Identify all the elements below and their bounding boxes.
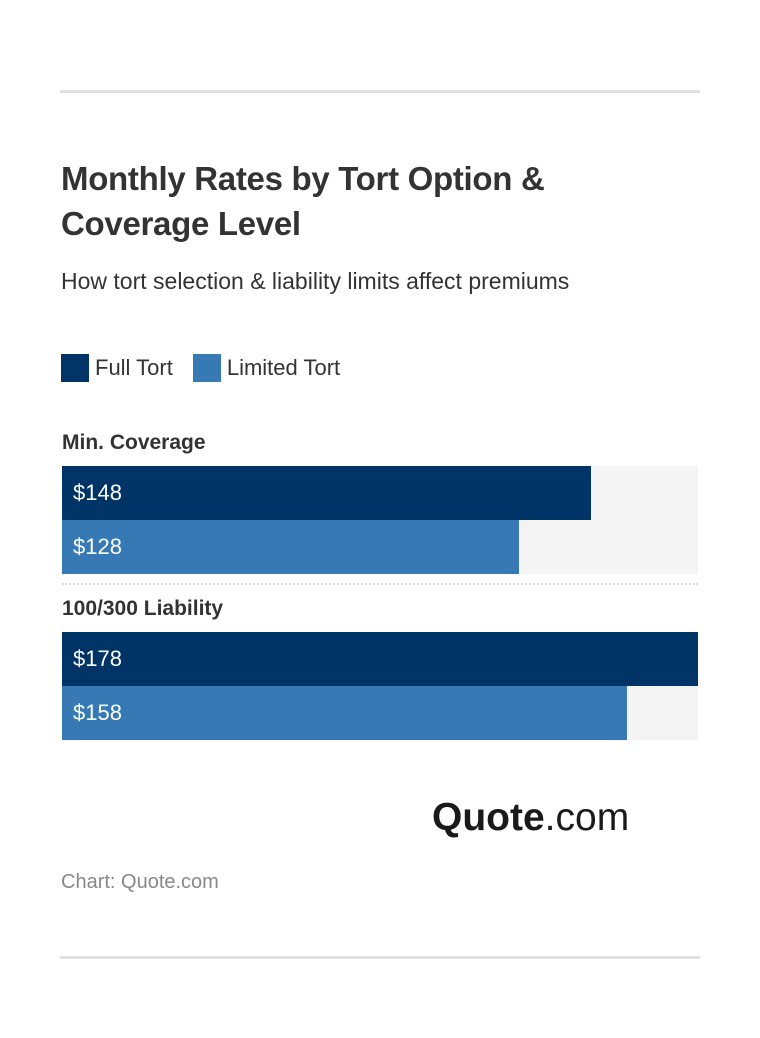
legend: Full Tort Limited Tort [61, 354, 360, 382]
group-separator [62, 583, 698, 585]
chart-subtitle: How tort selection & liability limits af… [61, 268, 570, 294]
legend-item-full-tort: Full Tort [61, 354, 173, 382]
category-label: Min. Coverage [62, 431, 206, 454]
bar-limited-tort-min: $128 [62, 520, 520, 574]
bar-track: $148 [62, 466, 698, 520]
bar-track: $158 [62, 686, 698, 740]
top-divider [60, 90, 700, 93]
data-label: $178 [73, 646, 122, 671]
legend-swatch [192, 354, 221, 382]
bottom-divider [60, 956, 700, 959]
bar-track: $128 [62, 520, 698, 574]
legend-item-limited-tort: Limited Tort [192, 354, 341, 382]
chart-title: Monthly Rates by Tort Option & Coverage … [61, 160, 545, 242]
bar-full-tort-100-300: $178 [62, 632, 698, 686]
data-label: $128 [73, 534, 122, 559]
bar-full-tort-min: $148 [62, 466, 591, 520]
category-label: 100/300 Liability [62, 597, 224, 620]
legend-label: Limited Tort [226, 355, 341, 380]
legend-label: Full Tort [95, 355, 173, 380]
legend-swatch [61, 354, 89, 382]
source-note: Chart: Quote.com [61, 871, 219, 893]
data-label: $148 [73, 480, 122, 505]
logo-light: .com [544, 796, 630, 839]
quote-logo: Quote.com [432, 796, 629, 840]
bar-limited-tort-100-300: $158 [62, 686, 627, 740]
logo-bold: Quote [432, 796, 545, 839]
bar-track: $178 [62, 632, 698, 686]
data-label: $158 [73, 700, 122, 725]
